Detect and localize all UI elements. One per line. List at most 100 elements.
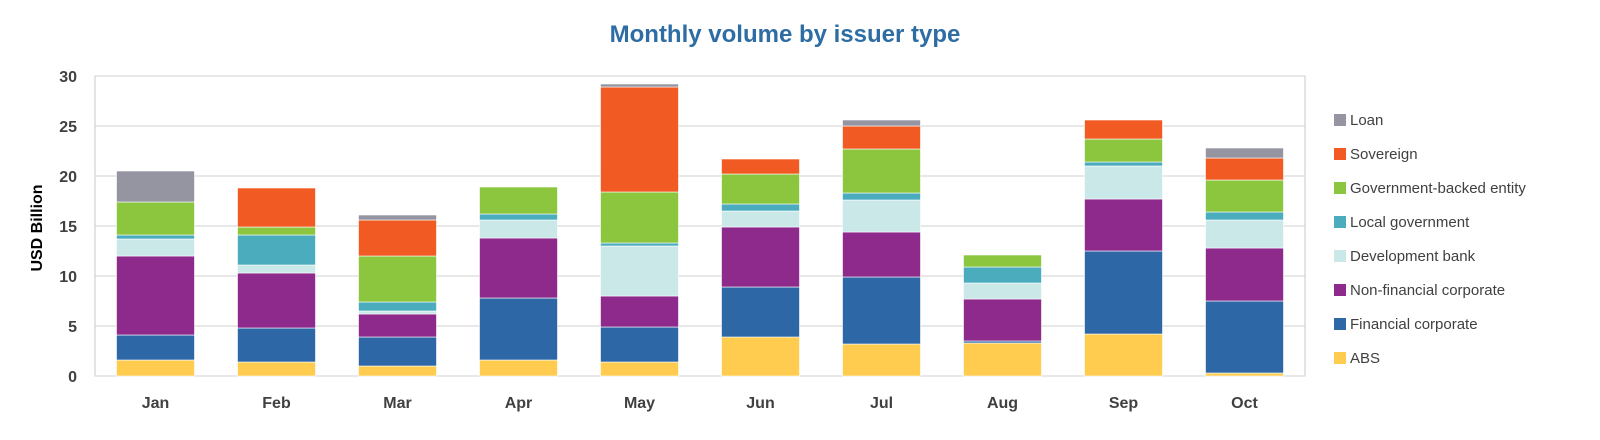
legend-label: Financial corporate: [1350, 316, 1478, 333]
legend-swatch: [1334, 284, 1346, 296]
bar-segment: [842, 148, 921, 194]
axes: 0 5 10 15 20 25 30 Jan Feb Mar Apr May Jun Jul Aug Sep O…: [59, 69, 1258, 412]
bar-segment: [600, 245, 679, 297]
y-axis-label: USD Billion: [29, 184, 46, 271]
bar-segment: [1084, 161, 1163, 167]
x-tick-label: Aug: [987, 395, 1018, 412]
bar-segment: [600, 326, 679, 363]
legend-label: Development bank: [1350, 248, 1476, 265]
bar-segment: [963, 266, 1042, 284]
bar-segment: [358, 301, 437, 312]
bar-segment: [116, 238, 195, 257]
x-tick-label: Feb: [262, 395, 291, 412]
bar-segment: [1084, 165, 1163, 200]
legend-swatch: [1334, 182, 1346, 194]
legend-label: Local government: [1350, 214, 1470, 231]
bar-segment: [721, 226, 800, 288]
bar-segment: [116, 255, 195, 336]
bar-segment: [358, 365, 437, 377]
x-tick-label: Apr: [505, 395, 533, 412]
bar-segment: [358, 336, 437, 367]
bar-segment: [237, 187, 316, 228]
bar-segment: [1205, 147, 1284, 159]
bar-segment: [237, 234, 316, 266]
bar-segment: [358, 255, 437, 303]
x-tick-label: Oct: [1231, 395, 1258, 412]
bar-segment: [963, 342, 1042, 377]
bar-segment: [237, 327, 316, 363]
bar-segment: [721, 210, 800, 228]
bar-segment: [479, 237, 558, 299]
bar-segment: [600, 295, 679, 328]
legend-label: Sovereign: [1350, 146, 1418, 163]
bar-segment: [721, 286, 800, 338]
chart-title: Monthly volume by issuer type: [610, 21, 961, 48]
bar-segment: [116, 334, 195, 361]
x-tick-label: Sep: [1109, 395, 1139, 412]
bar-segment: [963, 254, 1042, 268]
x-tick-label: Jul: [870, 395, 893, 412]
bar-segment: [1084, 119, 1163, 140]
legend-label: Government-backed entity: [1350, 180, 1526, 197]
bar-segment: [600, 83, 679, 88]
bar-segment: [479, 213, 558, 221]
x-tick-label: Mar: [383, 395, 411, 412]
legend-label: Loan: [1350, 112, 1383, 129]
bar-segment: [1205, 157, 1284, 181]
bar-segment: [842, 192, 921, 201]
y-tick-label: 0: [68, 369, 77, 386]
bar-segment: [358, 313, 437, 338]
bar-segment: [1205, 211, 1284, 221]
bar-segment: [963, 282, 1042, 300]
bar-segment: [1205, 300, 1284, 374]
bar-segment: [237, 361, 316, 377]
bar-segment: [1084, 333, 1163, 377]
legend-swatch: [1334, 250, 1346, 262]
x-tick-label: Jan: [142, 395, 170, 412]
bars: [116, 83, 1284, 377]
bar-segment: [842, 276, 921, 345]
legend: Loan Sovereign Government-backed entity Loc…: [1334, 112, 1526, 367]
y-tick-label: 20: [59, 169, 77, 186]
bar-segment: [1205, 372, 1284, 377]
bar-segment: [842, 343, 921, 377]
x-tick-label: Jun: [746, 395, 774, 412]
y-tick-label: 10: [59, 269, 77, 286]
bar-segment: [116, 201, 195, 236]
bar-segment: [721, 158, 800, 175]
bar-segment: [842, 119, 921, 127]
bar-segment: [600, 242, 679, 247]
y-tick-label: 25: [59, 119, 77, 136]
bar-segment: [600, 361, 679, 377]
bar-segment: [1205, 219, 1284, 249]
bar-segment: [237, 264, 316, 274]
bar-segment: [600, 191, 679, 244]
bar-segment: [116, 170, 195, 203]
legend-swatch: [1334, 114, 1346, 126]
x-tick-label: May: [624, 395, 655, 412]
y-tick-label: 15: [59, 219, 77, 236]
legend-swatch: [1334, 148, 1346, 160]
bar-segment: [1084, 198, 1163, 252]
bar-segment: [479, 186, 558, 215]
bar-segment: [237, 272, 316, 329]
bar-segment: [842, 231, 921, 278]
bar-segment: [479, 359, 558, 377]
bar-segment: [721, 173, 800, 205]
legend-swatch: [1334, 216, 1346, 228]
legend-swatch: [1334, 352, 1346, 364]
bar-segment: [116, 359, 195, 377]
bar-segment: [116, 234, 195, 240]
legend-label: Non-financial corporate: [1350, 282, 1505, 299]
legend-label: ABS: [1350, 350, 1380, 367]
bar-segment: [1205, 179, 1284, 213]
bar-segment: [600, 86, 679, 193]
bar-segment: [358, 214, 437, 221]
bar-segment: [842, 199, 921, 233]
bar-segment: [963, 298, 1042, 342]
bar-segment: [1205, 247, 1284, 302]
bar-segment: [237, 226, 316, 236]
y-tick-label: 5: [68, 319, 77, 336]
bar-segment: [721, 336, 800, 377]
